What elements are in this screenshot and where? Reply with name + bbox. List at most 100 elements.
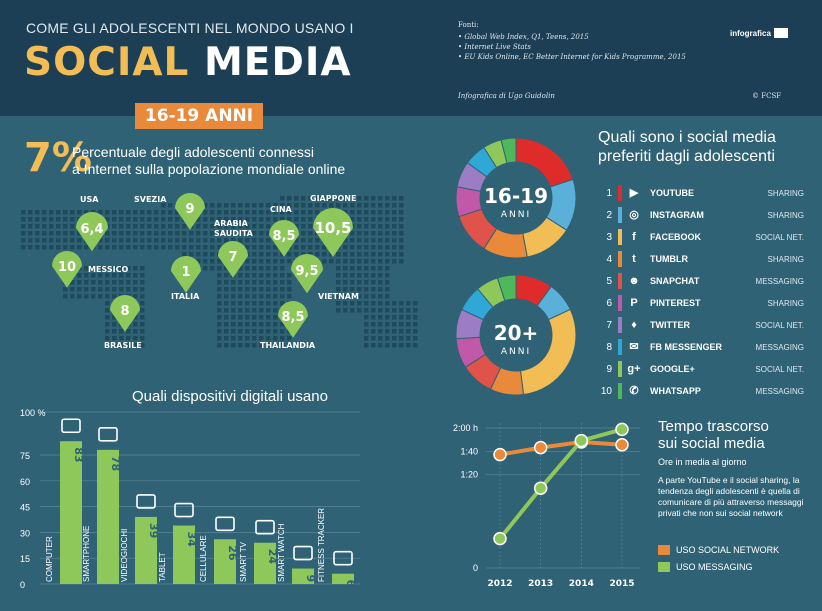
map-dot — [56, 217, 61, 222]
map-dot — [224, 336, 229, 341]
social-color-bar — [618, 317, 622, 333]
map-dot — [252, 301, 257, 306]
map-dot — [217, 280, 222, 285]
map-pin-country: ARABIA — [214, 219, 249, 228]
map-dot — [112, 343, 117, 348]
map-dot — [126, 266, 131, 271]
map-dot — [133, 343, 138, 348]
laptop-icon — [61, 418, 81, 434]
map-dot — [196, 238, 201, 243]
map-dot — [273, 329, 278, 334]
map-dot — [371, 245, 376, 250]
youtube-icon: ▶ — [629, 187, 639, 199]
sources-block: Fonti: • Global Web Index, Q1, Teens, 20… — [458, 20, 686, 62]
map-dot — [308, 203, 313, 208]
social-ranking-row: 1 ▶ YOUTUBE SHARING — [598, 182, 804, 204]
map-dot — [147, 217, 152, 222]
map-dot — [224, 315, 229, 320]
map-dot — [98, 294, 103, 299]
map-dot — [63, 224, 68, 229]
map-dot — [224, 217, 229, 222]
map-dot — [42, 210, 47, 215]
map-dot — [140, 245, 145, 250]
map-dot — [385, 252, 390, 257]
map-dot — [378, 280, 383, 285]
map-dot — [280, 273, 285, 278]
map-dot — [140, 315, 145, 320]
map-dot — [56, 231, 61, 236]
map-dot — [413, 343, 418, 348]
device-bar-value: 6 — [344, 580, 357, 588]
map-dot — [266, 280, 271, 285]
map-dot — [217, 301, 222, 306]
map-dot — [350, 252, 355, 257]
source-item: • Internet Live Stats — [458, 43, 532, 51]
map-dot — [126, 336, 131, 341]
series-point — [493, 447, 507, 462]
map-dot — [161, 245, 166, 250]
map-dot — [154, 238, 159, 243]
map-dot — [301, 252, 306, 257]
map-dot — [378, 203, 383, 208]
map-dot — [21, 217, 26, 222]
map-dot — [273, 287, 278, 292]
map-dot — [413, 315, 418, 320]
map-dot — [231, 238, 236, 243]
map-dot — [35, 210, 40, 215]
map-dot — [217, 259, 222, 264]
map-dot — [231, 301, 236, 306]
map-dot — [245, 273, 250, 278]
map-dot — [350, 259, 355, 264]
map-dot — [112, 273, 117, 278]
map-dot — [357, 308, 362, 313]
map-dot — [399, 322, 404, 327]
map-dot — [364, 231, 369, 236]
device-category-label: SMART TV — [239, 541, 248, 582]
map-dot — [399, 343, 404, 348]
map-dot — [385, 196, 390, 201]
percent-line-2: a Internet sulla popolazione mondiale on… — [72, 161, 346, 177]
map-dot — [350, 210, 355, 215]
map-dot — [392, 308, 397, 313]
map-dot — [413, 301, 418, 306]
map-dot — [406, 343, 411, 348]
map-dot — [245, 301, 250, 306]
map-dot — [56, 245, 61, 250]
map-dot — [364, 224, 369, 229]
map-dot — [259, 245, 264, 250]
map-dot — [259, 203, 264, 208]
map-dot — [364, 259, 369, 264]
device-bar-value: 9 — [304, 575, 317, 583]
map-dot — [105, 336, 110, 341]
map-dot — [49, 245, 54, 250]
map-dot — [364, 329, 369, 334]
map-dot — [308, 210, 313, 215]
map-dot — [259, 210, 264, 215]
map-dot — [294, 238, 299, 243]
map-dot — [343, 245, 348, 250]
map-dot — [231, 287, 236, 292]
map-dot — [378, 308, 383, 313]
map-dot — [350, 203, 355, 208]
map-dot — [63, 294, 68, 299]
map-dot — [224, 231, 229, 236]
gamepad-icon — [136, 494, 156, 509]
social-category: SOCIAL NET. — [755, 364, 804, 374]
map-dot — [350, 266, 355, 271]
map-dot — [203, 259, 208, 264]
map-dot — [406, 329, 411, 334]
map-pin-country: BRASILE — [104, 341, 142, 350]
device-bar — [292, 568, 314, 584]
map-dot — [119, 231, 124, 236]
map-dot — [259, 322, 264, 327]
map-dot — [224, 203, 229, 208]
map-pin-country: USA — [80, 195, 99, 204]
map-dot — [105, 294, 110, 299]
map-dot — [280, 287, 285, 292]
map-dot — [224, 329, 229, 334]
map-dot — [140, 224, 145, 229]
map-dot — [294, 252, 299, 257]
map-dot — [343, 196, 348, 201]
map-dot — [350, 245, 355, 250]
map-dot — [189, 245, 194, 250]
